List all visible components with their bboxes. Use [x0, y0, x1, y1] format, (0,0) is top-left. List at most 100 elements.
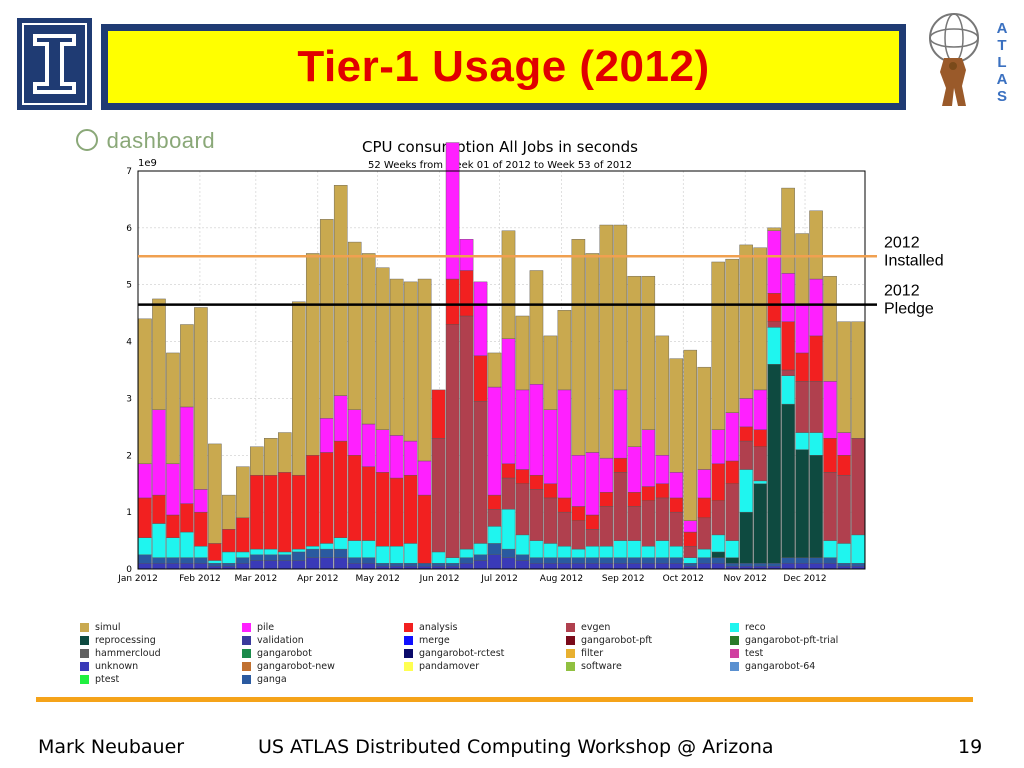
x-tick-label: Dec 2012	[783, 574, 826, 584]
bar-segment-unknown	[571, 563, 586, 570]
bar-segment-pile	[585, 452, 600, 516]
bar-segment-unknown	[655, 563, 670, 570]
bar-segment-simul	[851, 321, 865, 439]
legend-swatch	[730, 623, 739, 632]
title-box: Tier-1 Usage (2012)	[101, 24, 906, 110]
footer-divider	[36, 697, 973, 702]
bar-segment-analysis	[375, 472, 390, 547]
bar-segment-simul	[417, 278, 432, 462]
bar-segment-unknown	[795, 563, 809, 570]
bar-segment-reprocessing	[711, 551, 725, 558]
bar-segment-evgen	[795, 381, 809, 433]
bar-segment-analysis	[613, 457, 628, 473]
bar-segment-evgen	[641, 500, 656, 547]
bar-segment-reco	[599, 546, 614, 558]
legend-label: unknown	[95, 661, 139, 672]
legend-swatch	[80, 636, 89, 645]
bar-segment-reco	[487, 526, 502, 544]
x-tick-label: Jul 2012	[480, 574, 518, 584]
bar-segment-simul	[250, 446, 264, 476]
bar-segment-reco	[292, 548, 306, 553]
bar-segment-pile	[823, 381, 837, 439]
bar-segment-ganga	[641, 557, 656, 564]
y-tick-label: 2	[126, 451, 132, 461]
bar-segment-evgen	[711, 500, 725, 536]
bar-segment-reco	[166, 537, 180, 558]
bar-segment-analysis	[473, 355, 488, 402]
bar-segment-simul	[823, 275, 837, 382]
bar-segment-ganga	[823, 557, 837, 564]
bar-segment-evgen	[781, 369, 795, 376]
y-tick-label: 1	[126, 508, 132, 518]
bar-segment-unknown	[557, 563, 572, 570]
bar-segment-analysis	[180, 503, 194, 533]
bar-segment-reco	[655, 540, 670, 558]
atlas-letter: A	[996, 71, 1008, 88]
legend-label: filter	[581, 648, 604, 659]
bar-segment-analysis	[823, 438, 837, 473]
bar-segment-pile	[361, 423, 376, 467]
y-tick-label: 7	[126, 167, 132, 177]
bar-segment-analysis	[697, 497, 711, 519]
bar-segment-pile	[515, 389, 530, 470]
x-tick-label: Jan 2012	[117, 574, 158, 584]
legend-item: gangarobot	[242, 648, 312, 659]
bar-segment-pile	[543, 409, 558, 484]
bar-segment-simul	[292, 301, 306, 476]
dashboard-logo-text: dashboard	[106, 128, 216, 153]
bar-segment-reco	[180, 531, 194, 558]
legend-item: pile	[242, 622, 274, 633]
legend-swatch	[566, 623, 575, 632]
bar-segment-pile	[683, 520, 698, 533]
bar-segment-analysis	[152, 494, 166, 524]
bar-segment-reco	[501, 509, 516, 550]
y-exponent-label: 1e9	[138, 158, 157, 169]
bar-segment-simul	[767, 227, 781, 231]
bar-segment-reco	[264, 548, 278, 555]
plot-frame	[137, 170, 866, 570]
bar-segment-evgen	[669, 511, 684, 547]
x-tick-label: Nov 2012	[724, 574, 767, 584]
legend-item: pandamover	[404, 661, 479, 672]
bar-segment-ganga	[166, 557, 180, 564]
bar-segment-simul	[138, 318, 152, 465]
bar-segment-simul	[361, 253, 376, 425]
footer-page-number: 19	[958, 736, 983, 758]
legend-item: simul	[80, 622, 121, 633]
bar-segment-analysis	[305, 455, 320, 547]
legend-swatch	[80, 623, 89, 632]
bar-segment-analysis	[278, 472, 292, 553]
y-tick-label: 0	[126, 565, 132, 575]
bar-segment-unknown	[361, 563, 376, 570]
bar-segment-simul	[389, 278, 404, 436]
bar-segment-reprocessing	[781, 403, 795, 558]
legend-item: gangarobot-new	[242, 661, 335, 672]
bar-segment-reco	[613, 540, 628, 558]
bars-layer	[138, 142, 865, 570]
bar-segment-simul	[683, 349, 698, 521]
bar-segment-simul	[222, 494, 236, 530]
legend-item: test	[730, 648, 763, 659]
bar-segment-ganga	[739, 563, 753, 567]
atlas-letter: L	[997, 54, 1007, 71]
legend-swatch	[242, 623, 251, 632]
bar-segment-simul	[278, 432, 292, 473]
bar-segment-unknown	[459, 563, 474, 570]
bar-segment-reprocessing	[753, 483, 767, 564]
bar-segment-evgen	[543, 497, 558, 544]
bar-segment-ganga	[347, 557, 362, 564]
legend-swatch	[566, 662, 575, 671]
bar-segment-pile	[417, 460, 432, 496]
bar-segment-ganga	[487, 543, 502, 555]
bar-segment-pile	[180, 406, 194, 504]
slide-title: Tier-1 Usage (2012)	[297, 42, 710, 91]
bar-segment-reco	[250, 548, 264, 555]
bar-segment-ganga	[417, 563, 432, 567]
bar-segment-evgen	[613, 472, 628, 541]
bar-segment-reco	[347, 540, 362, 558]
bar-segment-reco	[305, 546, 320, 550]
bar-segment-pile	[571, 455, 586, 507]
bar-segment-reco	[753, 480, 767, 484]
bar-segment-pile	[655, 455, 670, 484]
bar-segment-ganga	[278, 554, 292, 561]
